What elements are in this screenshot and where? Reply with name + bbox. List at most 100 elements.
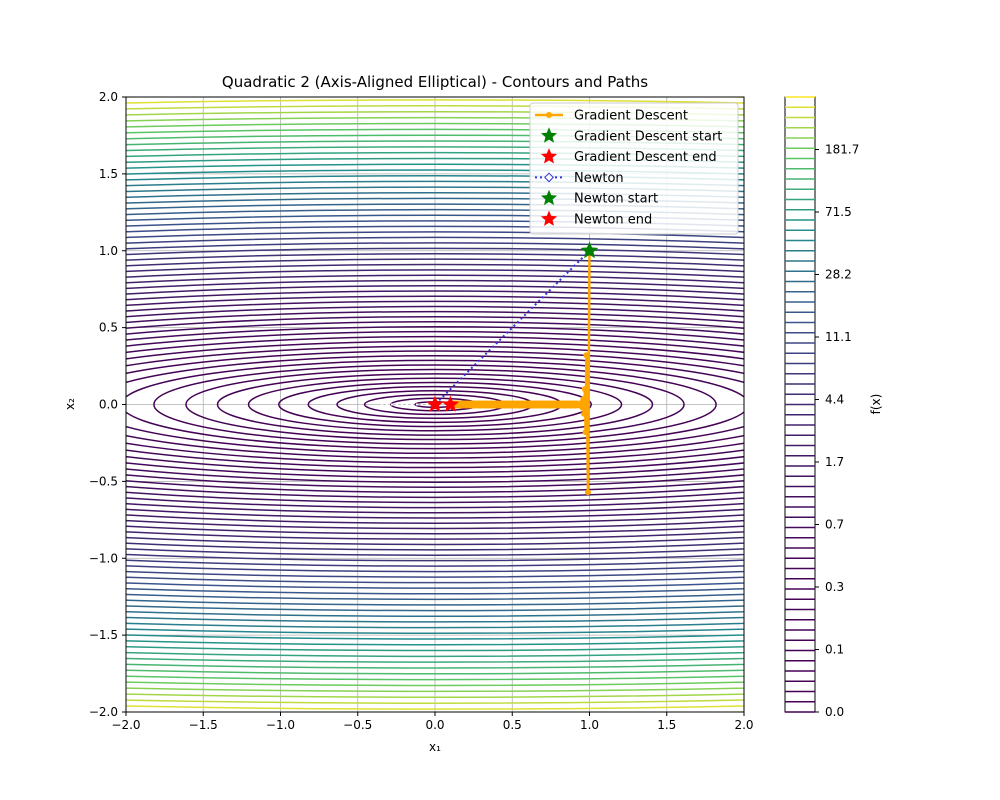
contour-line xyxy=(126,315,744,494)
x-axis-ticks: −2.0 −1.5 −1.0 −0.5 0.0 0.5 1.0 1.5 2.0 xyxy=(111,712,754,732)
legend-swatch-star xyxy=(540,148,558,164)
legend-swatch-point xyxy=(546,112,552,118)
colorbar-tick-label: 0.1 xyxy=(825,643,844,657)
x-tick-label: −2.0 xyxy=(111,718,140,732)
contour-line xyxy=(126,330,744,479)
colorbar-level-lines xyxy=(785,96,815,713)
contour-line xyxy=(247,377,623,432)
contour-line xyxy=(126,122,744,687)
contour-line xyxy=(126,134,744,675)
x-tick-label: 1.5 xyxy=(657,718,676,732)
contour-line xyxy=(126,340,744,469)
x-tick-label: 1.0 xyxy=(580,718,599,732)
y-tick-label: 1.5 xyxy=(99,167,118,181)
contour-line xyxy=(126,326,744,483)
legend-entry: Gradient Descent start xyxy=(540,127,722,144)
legend-swatch-star xyxy=(540,210,558,226)
contour-line xyxy=(126,258,744,551)
x-tick-label: −0.5 xyxy=(343,718,372,732)
y-tick-label: 2.0 xyxy=(99,90,118,104)
contour-line xyxy=(185,368,685,441)
contour-line xyxy=(153,364,717,445)
contour-line xyxy=(126,247,744,562)
legend-box xyxy=(529,102,739,235)
contour-line xyxy=(126,231,744,578)
contour-line xyxy=(126,263,744,546)
x-tick-label: 2.0 xyxy=(734,718,753,732)
gradient-descent-point xyxy=(584,489,591,496)
contour-line xyxy=(126,335,744,474)
colorbar-tick-label: 0.7 xyxy=(825,518,844,532)
chart-title: Quadratic 2 (Axis-Aligned Elliptical) - … xyxy=(222,73,648,91)
contour-line xyxy=(126,128,744,681)
contour-line xyxy=(126,305,744,504)
contour-line xyxy=(126,285,744,524)
colorbar-tick-label: 0.0 xyxy=(825,705,844,719)
legend-label: Gradient Descent start xyxy=(574,129,722,144)
contour-line xyxy=(126,99,744,710)
contour-line xyxy=(126,192,744,617)
legend-label: Newton xyxy=(574,171,624,186)
legend-swatch-star xyxy=(540,127,558,143)
gradient-descent-point xyxy=(582,429,589,436)
colorbar-tick-label: 1.7 xyxy=(825,455,844,469)
legend-entry: Newton xyxy=(535,171,624,186)
contour-line xyxy=(126,152,744,657)
y-tick-label: 0.5 xyxy=(99,321,118,335)
gradient-descent-point xyxy=(581,386,588,393)
colorbar-tick-label: 28.2 xyxy=(825,268,852,282)
contour-line xyxy=(126,220,744,589)
contour-line xyxy=(126,290,744,519)
y-axis-ticks: −2.0 −1.5 −1.0 −0.5 0.0 0.5 1.0 1.5 2.0 xyxy=(89,90,126,719)
colorbar-tick-label: 181.7 xyxy=(825,143,859,157)
contour-line xyxy=(126,300,744,509)
contour-line xyxy=(278,381,592,428)
colorbar-ticks: 0.0 0.1 0.3 0.7 1.7 4.4 11.1 28.2 71.5 181.7 xyxy=(815,143,859,719)
contour-line xyxy=(126,186,744,623)
contour-line xyxy=(126,203,744,606)
gradient-descent-end-marker xyxy=(441,395,459,412)
contour-line xyxy=(126,354,744,455)
plot-area: −2.0 −1.5 −1.0 −0.5 0.0 0.5 1.0 1.5 2.0 −2.0 −1.5… xyxy=(63,90,754,754)
contour-line xyxy=(126,359,744,450)
contour-line xyxy=(126,242,744,567)
contour-line xyxy=(126,253,744,556)
y-tick-label: 1.0 xyxy=(99,244,118,258)
y-tick-label: −2.0 xyxy=(89,705,118,719)
contour-line xyxy=(126,236,744,573)
contour-line xyxy=(126,157,744,652)
gradient-descent-point xyxy=(583,352,590,359)
contour-line xyxy=(126,105,744,704)
path-markers xyxy=(426,241,599,412)
legend-label: Newton end xyxy=(574,213,652,228)
contour-line xyxy=(126,175,744,634)
contour-line xyxy=(216,373,654,436)
legend-entry: Gradient Descent xyxy=(535,109,688,124)
contour-line xyxy=(126,225,744,584)
contour-line xyxy=(126,269,744,540)
y-tick-label: −1.0 xyxy=(89,551,118,565)
newton-start-marker xyxy=(580,241,599,258)
gradient-descent-point xyxy=(572,400,581,409)
x-tick-label: 0.5 xyxy=(503,718,522,732)
contour-line xyxy=(126,350,744,459)
contour-line xyxy=(126,140,744,669)
newton-end-marker xyxy=(426,395,444,412)
contour-line xyxy=(126,295,744,514)
legend-label: Gradient Descent end xyxy=(574,150,717,165)
legend-entry: Newton start xyxy=(540,189,658,207)
gradient-descent-point xyxy=(581,410,588,417)
legend-label: Newton start xyxy=(574,192,658,207)
x-tick-label: −1.5 xyxy=(189,718,218,732)
contour-line xyxy=(126,310,744,499)
contour-line xyxy=(126,146,744,663)
colorbar-label: f(x) xyxy=(869,394,883,415)
legend-label: Gradient Descent xyxy=(574,109,688,124)
contour-line xyxy=(126,116,744,693)
newton-path xyxy=(434,250,591,406)
contour-line xyxy=(126,197,744,612)
legend-entry: Gradient Descent end xyxy=(540,148,717,165)
contour-line xyxy=(126,169,744,640)
legend-entry: Newton end xyxy=(540,210,652,228)
